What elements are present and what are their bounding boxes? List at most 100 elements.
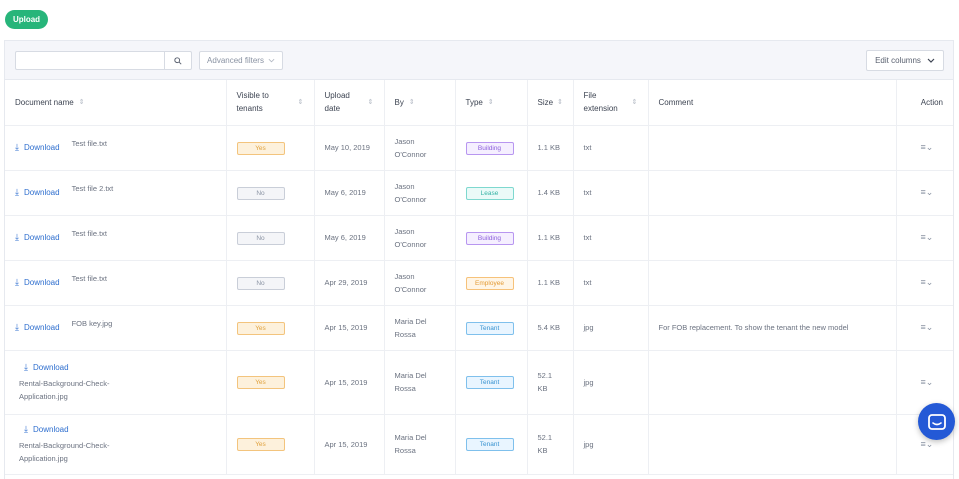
sort-icon: ⇕ bbox=[557, 98, 563, 106]
type-badge: Tenant bbox=[465, 321, 514, 335]
download-icon: ⤓ bbox=[24, 424, 28, 434]
file-extension: txt bbox=[573, 260, 649, 306]
visible-badge: No bbox=[236, 186, 285, 200]
type-badge: Employee bbox=[465, 276, 514, 290]
action-menu[interactable]: ≡⌄ bbox=[896, 215, 953, 261]
toolbar: Advanced filters Edit columns bbox=[5, 41, 953, 80]
upload-date: May 10, 2019 bbox=[314, 125, 385, 171]
col-type[interactable]: Type ⇕ bbox=[455, 80, 528, 126]
download-link[interactable]: ⤓ Download bbox=[15, 142, 60, 152]
col-action: Action bbox=[896, 80, 953, 126]
upload-date: Apr 15, 2019 bbox=[314, 414, 385, 475]
uploaded-by: Maria Del Rossa bbox=[384, 414, 456, 475]
uploaded-by: Jason O'Connor bbox=[384, 260, 456, 306]
col-size[interactable]: Size ⇕ bbox=[527, 80, 574, 126]
upload-date: Apr 15, 2019 bbox=[314, 305, 385, 351]
file-name: FOB key.jpg bbox=[71, 319, 113, 328]
uploaded-by: Jason O'Connor bbox=[384, 125, 456, 171]
download-link[interactable]: ⤓ Download bbox=[15, 187, 60, 197]
cell-document: ⤓ Download Test file.txt bbox=[5, 260, 227, 306]
download-link[interactable]: ⤓ Download bbox=[24, 362, 69, 372]
action-menu[interactable]: ≡⌄ bbox=[896, 260, 953, 306]
download-link[interactable]: ⤓ Download bbox=[24, 424, 69, 434]
advanced-filters-dropdown[interactable]: Advanced filters bbox=[199, 51, 283, 70]
visible-badge: Yes bbox=[236, 438, 285, 451]
file-size: 52.1 KB bbox=[527, 414, 574, 475]
type-badge: Tenant bbox=[465, 376, 514, 389]
table-row: ⤓ Download FOB key.jpg Yes Apr 15, 2019 Ma… bbox=[5, 305, 953, 351]
visible-badge: Yes bbox=[236, 376, 285, 389]
comment bbox=[648, 215, 897, 261]
download-link[interactable]: ⤓ Download bbox=[15, 277, 60, 287]
visible-badge: Yes bbox=[236, 321, 285, 335]
table-row: ⤓ Download Test file 2.txt No May 6, 2019 … bbox=[5, 170, 953, 216]
type-badge: Building bbox=[465, 231, 514, 245]
file-name: Test file.txt bbox=[71, 139, 107, 148]
menu-icon: ≡⌄ bbox=[920, 322, 934, 332]
file-size: 52.1 KB bbox=[527, 350, 574, 415]
cell-document: ⤓ Download Rental-Background-Check- Applic… bbox=[5, 350, 227, 415]
edit-columns-label: Edit columns bbox=[875, 56, 921, 65]
visible-badge: Yes bbox=[236, 141, 285, 155]
table-row: ⤓ Download Rental-Background-Check- Applic… bbox=[5, 414, 953, 475]
search-button[interactable] bbox=[164, 52, 191, 69]
chevron-down-icon bbox=[927, 58, 935, 63]
col-visible[interactable]: Visible to tenants ⇕ bbox=[226, 80, 315, 126]
chat-icon bbox=[927, 413, 946, 430]
uploaded-by: Maria Del Rossa bbox=[384, 350, 456, 415]
download-icon: ⤓ bbox=[24, 362, 28, 372]
download-icon: ⤓ bbox=[15, 187, 19, 197]
type-badge: Building bbox=[465, 141, 514, 155]
action-menu[interactable]: ≡⌄ bbox=[896, 125, 953, 171]
menu-icon: ≡⌄ bbox=[920, 142, 934, 152]
sort-icon: ⇕ bbox=[297, 98, 304, 106]
cell-document: ⤓ Download Test file.txt bbox=[5, 125, 227, 171]
chat-launcher-button[interactable] bbox=[918, 403, 955, 440]
col-extension[interactable]: File extension ⇕ bbox=[573, 80, 649, 126]
uploaded-by: Jason O'Connor bbox=[384, 170, 456, 216]
file-size: 1.1 KB bbox=[527, 215, 574, 261]
file-extension: txt bbox=[573, 170, 649, 216]
comment: For FOB replacement. To show the tenant … bbox=[648, 305, 897, 351]
action-menu[interactable]: ≡⌄ bbox=[896, 170, 953, 216]
comment bbox=[648, 170, 897, 216]
sort-icon: ⇕ bbox=[367, 98, 374, 106]
download-icon: ⤓ bbox=[15, 322, 19, 332]
advanced-filters-label: Advanced filters bbox=[207, 56, 264, 65]
download-icon: ⤓ bbox=[15, 232, 19, 242]
type-badge: Lease bbox=[465, 186, 514, 200]
search-box bbox=[15, 51, 192, 70]
visible-badge: No bbox=[236, 276, 285, 290]
table-row: ⤓ Download Rental-Background-Check- Applic… bbox=[5, 350, 953, 415]
file-name: Test file.txt bbox=[71, 274, 107, 283]
search-icon bbox=[174, 56, 182, 65]
comment bbox=[648, 350, 897, 415]
documents-table: Document name ⇕ Visible to tenants ⇕ Upload… bbox=[5, 80, 953, 475]
edit-columns-button[interactable]: Edit columns bbox=[866, 50, 944, 71]
cell-document: ⤓ Download Test file 2.txt bbox=[5, 170, 227, 216]
file-size: 1.1 KB bbox=[527, 125, 574, 171]
file-size: 1.1 KB bbox=[527, 260, 574, 306]
col-by[interactable]: By ⇕ bbox=[384, 80, 456, 126]
menu-icon: ≡⌄ bbox=[920, 438, 934, 449]
sort-icon: ⇕ bbox=[487, 98, 494, 106]
col-upload-date[interactable]: Upload date ⇕ bbox=[314, 80, 385, 126]
action-menu[interactable]: ≡⌄ bbox=[896, 305, 953, 351]
file-name: Rental-Background-Check- Application.jpg bbox=[19, 379, 110, 401]
col-document-name[interactable]: Document name ⇕ bbox=[5, 80, 227, 126]
download-link[interactable]: ⤓ Download bbox=[15, 232, 60, 242]
visible-badge: No bbox=[236, 231, 285, 245]
cell-document: ⤓ Download Test file.txt bbox=[5, 215, 227, 261]
documents-panel: Advanced filters Edit columns Document n… bbox=[4, 40, 954, 479]
file-extension: jpg bbox=[573, 350, 649, 415]
file-name: Rental-Background-Check- Application.jpg bbox=[19, 441, 110, 463]
download-icon: ⤓ bbox=[15, 277, 19, 287]
download-link[interactable]: ⤓ Download bbox=[15, 322, 60, 332]
menu-icon: ≡⌄ bbox=[920, 376, 934, 387]
file-name: Test file.txt bbox=[71, 229, 107, 238]
col-comment: Comment bbox=[648, 80, 897, 126]
upload-button[interactable]: Upload bbox=[5, 10, 48, 29]
search-input[interactable] bbox=[16, 52, 164, 69]
file-size: 5.4 KB bbox=[527, 305, 574, 351]
upload-date: May 6, 2019 bbox=[314, 170, 385, 216]
